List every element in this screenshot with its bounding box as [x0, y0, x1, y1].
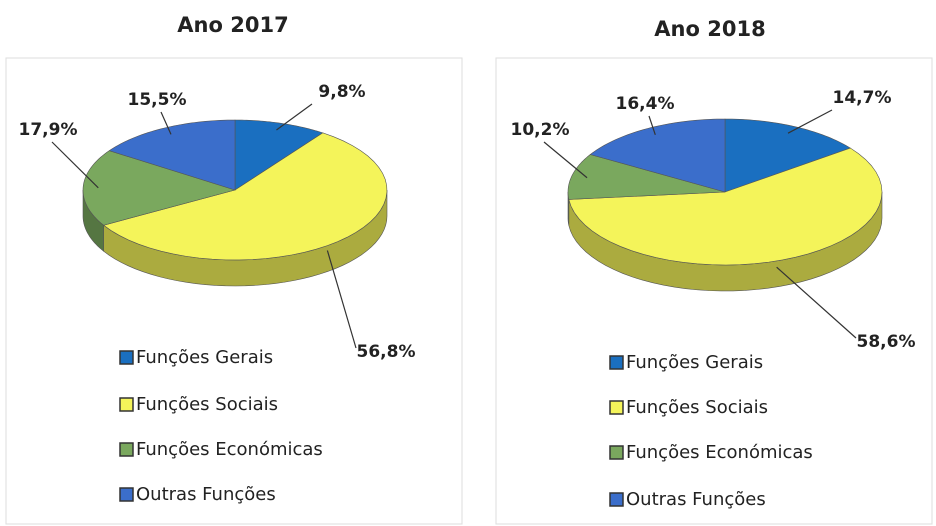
slice [568, 147, 883, 266]
legend-label: Outras Funções [626, 489, 766, 510]
slice [234, 119, 324, 191]
data-label: 17,9% [19, 120, 78, 140]
data-label: 15,5% [128, 90, 187, 110]
leader-line [160, 111, 172, 135]
legend-swatch [609, 492, 624, 507]
data-label: 9,8% [318, 82, 365, 102]
legend-swatch [119, 397, 134, 412]
leader-line [776, 266, 857, 339]
slice [724, 118, 852, 193]
legend-swatch [609, 400, 624, 415]
leader-line [543, 141, 588, 179]
leader-line [326, 250, 357, 349]
legend-swatch [609, 355, 624, 370]
slice [567, 154, 726, 200]
slice [82, 150, 237, 226]
legend-label: Funções Gerais [136, 347, 273, 368]
leader-line [276, 103, 313, 131]
leader-line [51, 141, 99, 189]
legend-swatch [609, 445, 624, 460]
slice [102, 132, 388, 261]
panel [5, 57, 463, 525]
chart-title: Ano 2017 [177, 13, 288, 37]
chart-title: Ano 2018 [654, 17, 765, 41]
legend-swatch [119, 487, 134, 502]
slice [108, 119, 236, 191]
panel [495, 57, 933, 525]
legend-swatch [119, 350, 134, 365]
legend-label: Funções Gerais [626, 352, 763, 373]
legend-label: Funções Económicas [626, 442, 813, 463]
legend-swatch [119, 442, 134, 457]
legend-label: Funções Sociais [136, 394, 278, 415]
data-label: 58,6% [857, 332, 916, 352]
data-label: 16,4% [616, 94, 675, 114]
data-label: 56,8% [357, 342, 416, 362]
data-label: 10,2% [511, 120, 570, 140]
slice [589, 118, 726, 193]
legend-label: Funções Económicas [136, 439, 323, 460]
leader-line [787, 109, 833, 134]
leader-line [648, 115, 656, 136]
legend-label: Outras Funções [136, 484, 276, 505]
data-label: 14,7% [833, 88, 892, 108]
legend-label: Funções Sociais [626, 397, 768, 418]
